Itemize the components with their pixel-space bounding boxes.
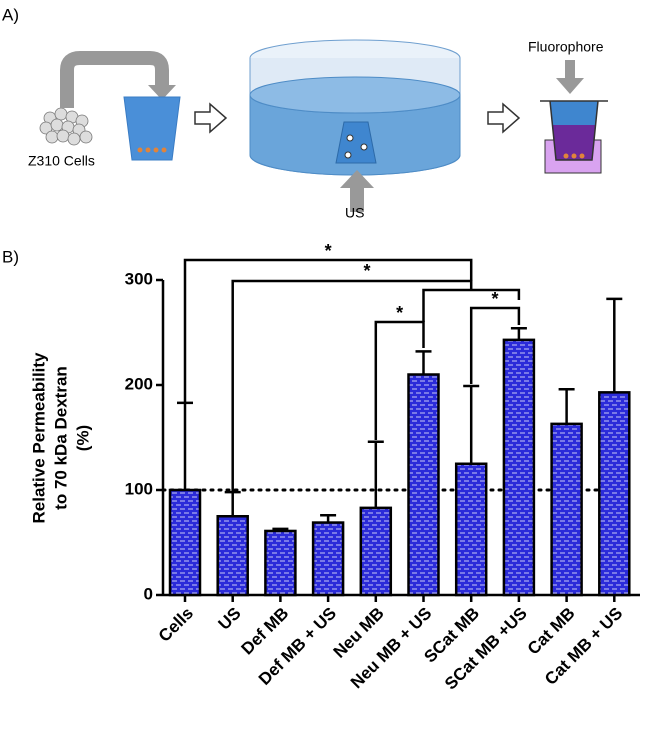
bar — [407, 373, 440, 597]
y-axis-label: (%) — [73, 425, 92, 451]
bar — [502, 338, 536, 597]
y-tick-label: 200 — [125, 374, 153, 393]
significance-bracket — [469, 306, 521, 384]
cell-cluster — [39, 107, 93, 146]
well-insert-top — [550, 101, 598, 125]
chart: Relative Permeability to 70 kDa Dextran (%… — [29, 241, 640, 694]
bar — [168, 488, 202, 597]
water-surface — [249, 76, 461, 114]
us-arrow — [340, 170, 374, 212]
x-tick-label: US — [215, 604, 245, 634]
fluorophore-label: Fluorophore — [528, 39, 604, 55]
bar — [264, 529, 297, 597]
bar — [598, 391, 631, 597]
significance-star: * — [325, 241, 332, 261]
x-tick-label: Cells — [155, 604, 197, 646]
transfer-arrow — [60, 51, 169, 108]
us-label: US — [345, 205, 364, 221]
bar — [454, 462, 488, 597]
y-axis-label: to 70 kDa Dextran — [51, 366, 70, 510]
transfer-arrowhead — [148, 85, 176, 100]
significance-bracket — [183, 258, 473, 403]
significance-bracket — [422, 288, 521, 322]
y-tick-label: 100 — [125, 479, 153, 498]
bar — [311, 521, 345, 597]
cells-layer — [137, 147, 167, 153]
step-arrow — [487, 102, 521, 134]
significance-bracket — [374, 320, 425, 440]
bar — [359, 506, 393, 597]
insert — [123, 96, 181, 161]
panel-label: A) — [2, 5, 19, 24]
y-tick-label: 0 — [144, 584, 153, 603]
cells-label: Z310 Cells — [28, 153, 95, 169]
panel-a: A) Z310 Cells US Fluorophore — [2, 5, 608, 221]
y-tick-label: 300 — [125, 269, 153, 288]
significance-bracket — [231, 279, 473, 492]
panel-label: B) — [2, 247, 19, 266]
bar — [550, 422, 583, 597]
fluorophore-arrow — [556, 60, 584, 94]
y-axis-label: Relative Permeability — [29, 352, 48, 524]
bar — [216, 515, 249, 597]
significance-star: * — [363, 261, 370, 281]
x-tick-label: SCat MB +US — [441, 604, 531, 694]
step-arrow — [194, 102, 228, 134]
significance-star: * — [492, 289, 499, 309]
significance-star: * — [396, 303, 403, 323]
